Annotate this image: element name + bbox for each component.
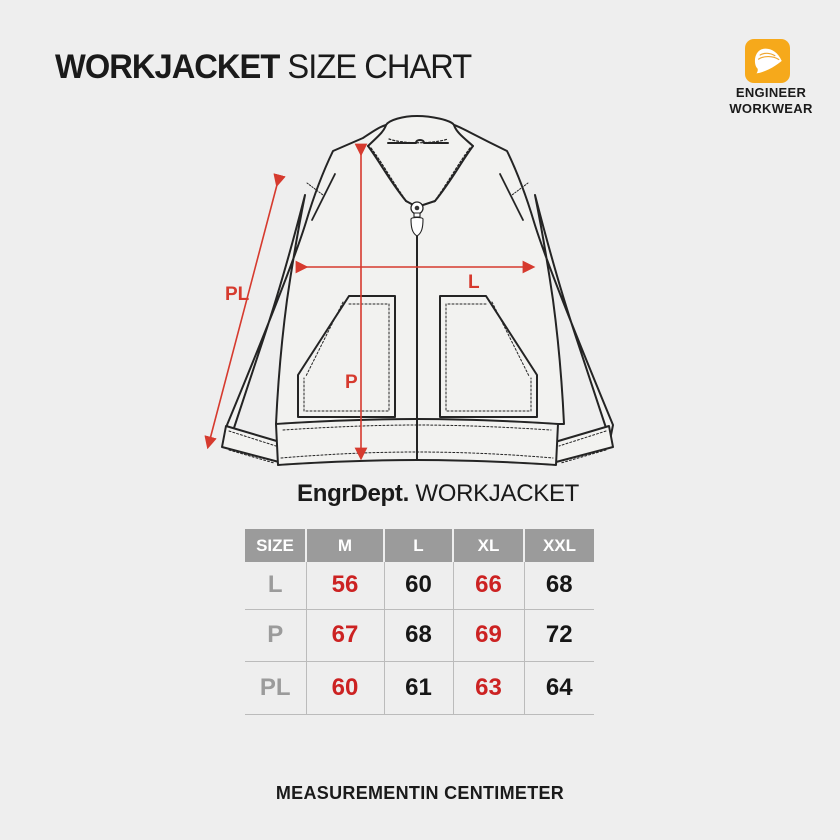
svg-text:PL: PL [225, 284, 250, 305]
svg-text:P: P [345, 372, 358, 393]
svg-text:L: L [468, 272, 480, 293]
